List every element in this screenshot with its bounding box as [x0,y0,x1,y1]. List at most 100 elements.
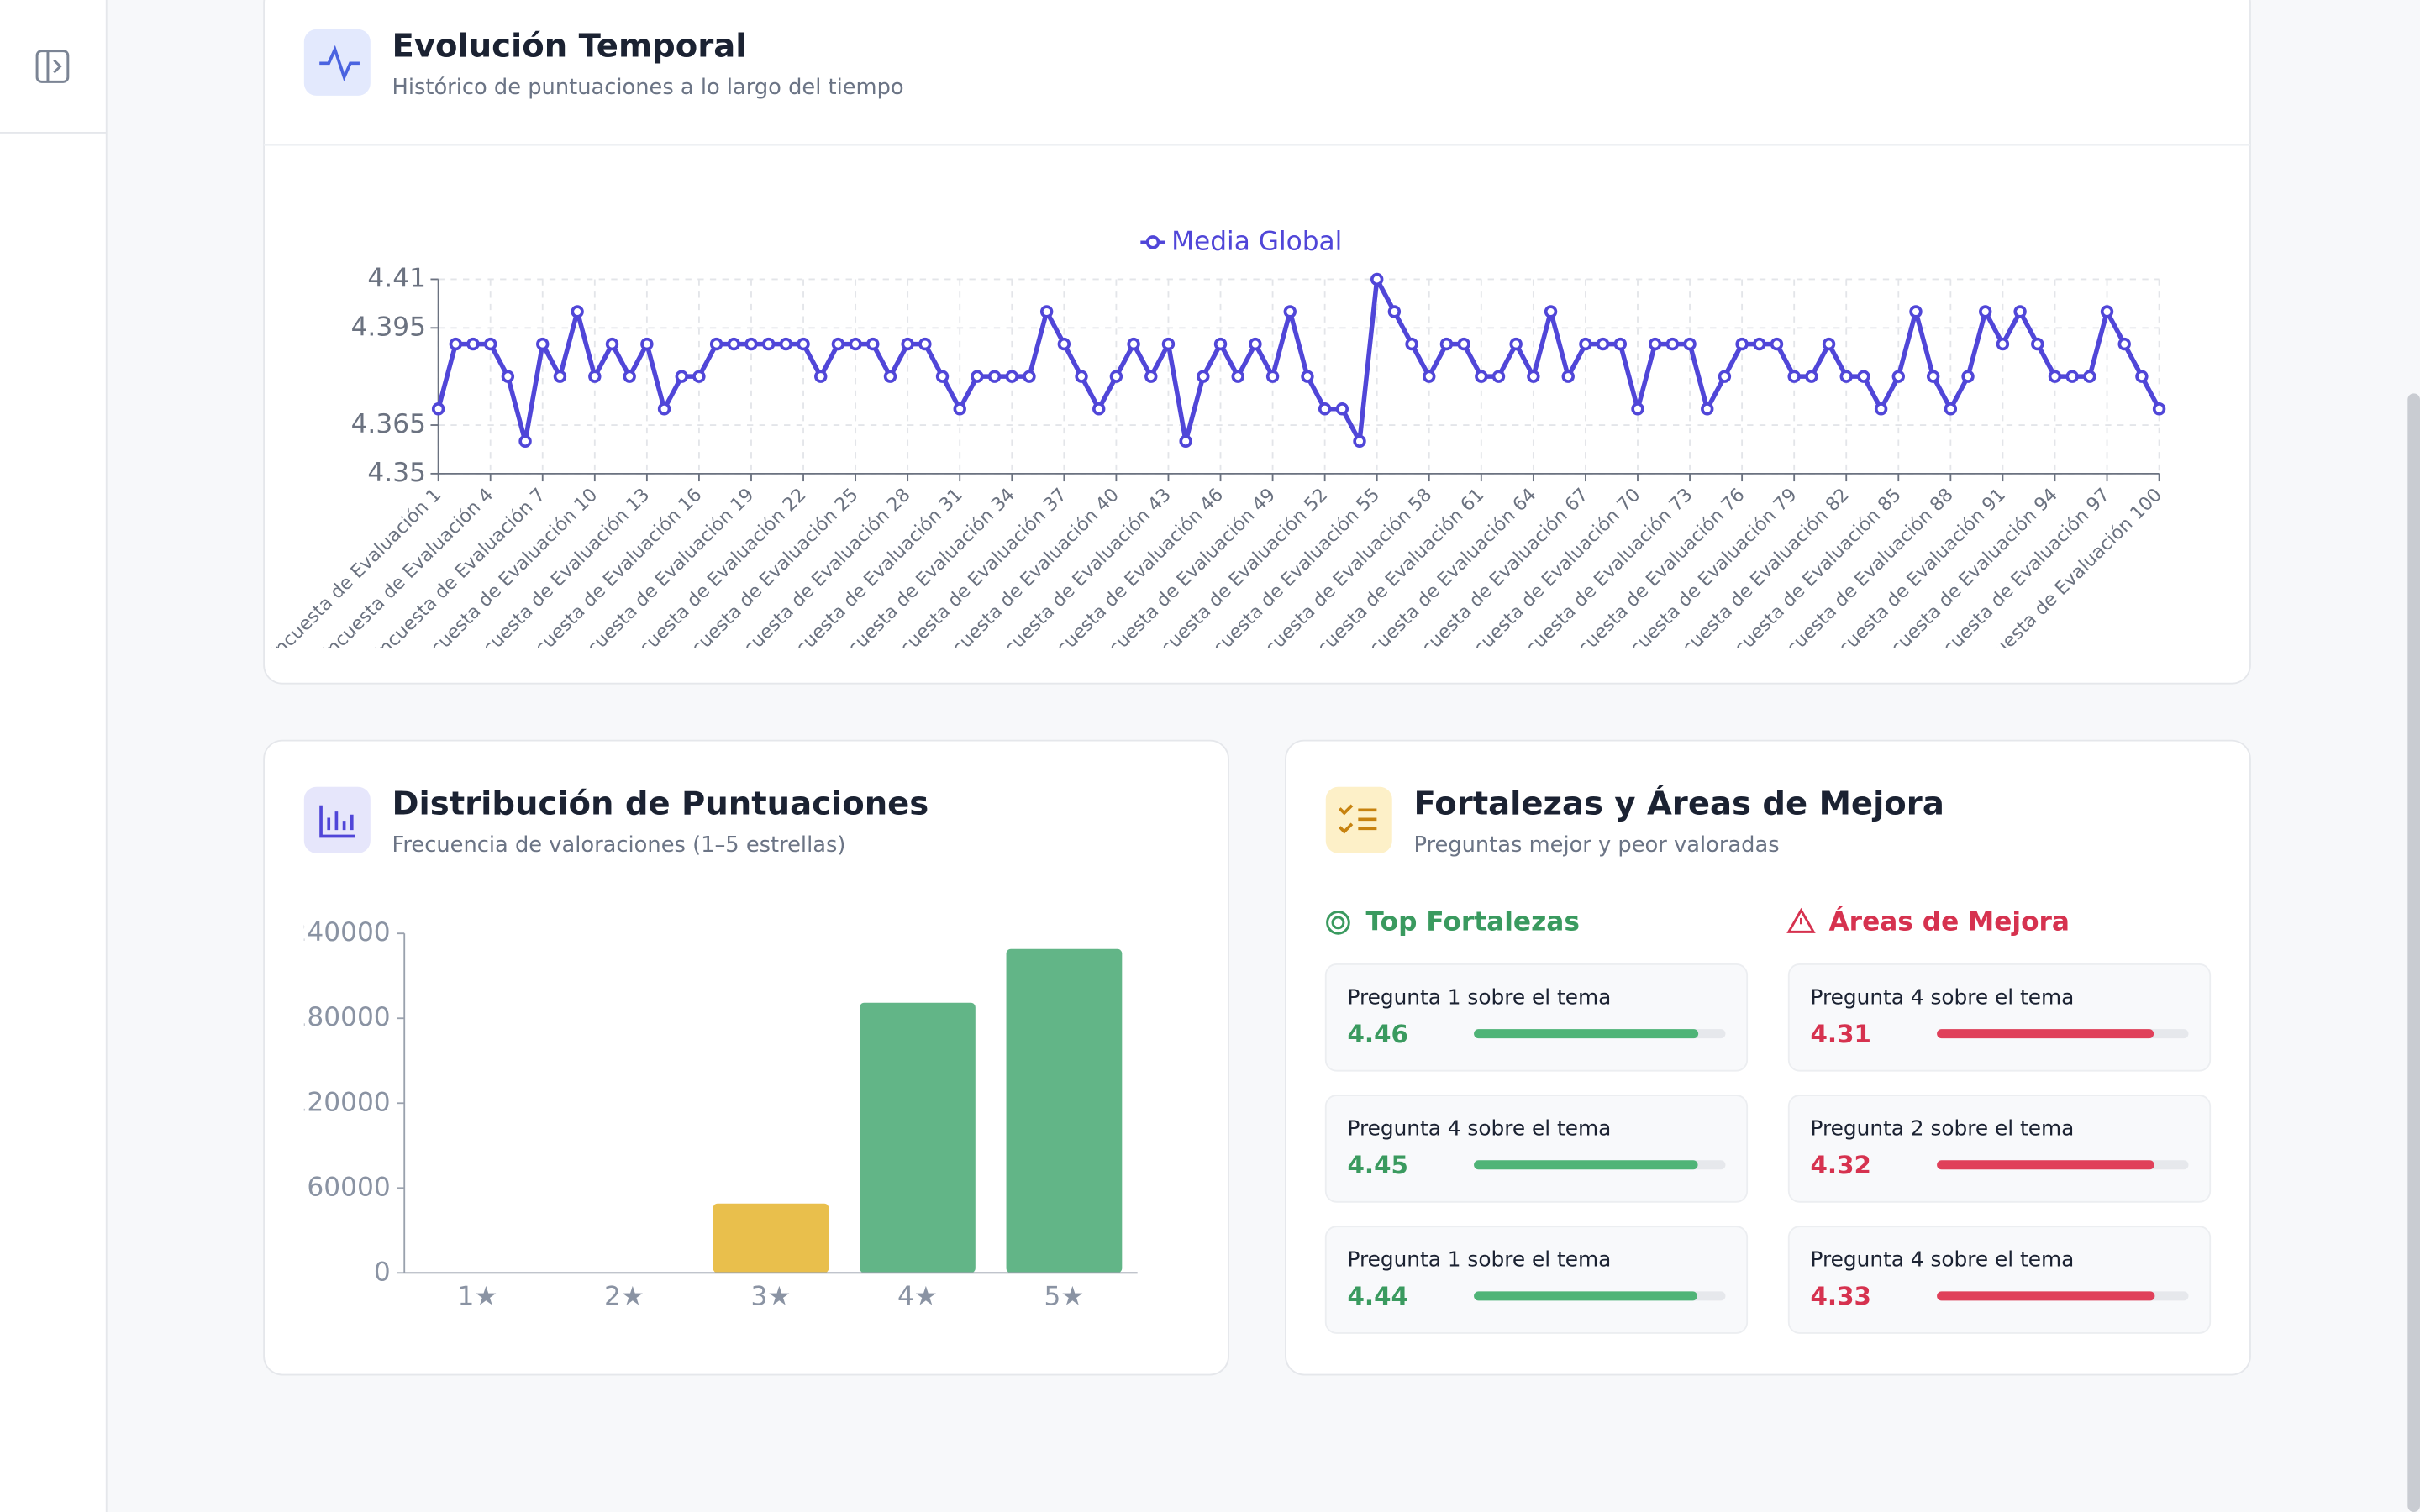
point [1179,434,1192,449]
item-value: 4.31 [1810,1020,1870,1048]
point [953,402,966,416]
point [1753,337,1766,351]
point [1665,337,1680,351]
point [1475,370,1488,383]
y-tick-label: 4.365 [351,409,426,439]
sidebar-toggle[interactable] [35,50,70,83]
bar [860,1002,976,1273]
point [1491,370,1506,383]
bar [1006,948,1123,1273]
point [2100,305,2114,318]
bar [1937,1291,2155,1301]
point [675,370,688,383]
x-tick-label: 4★ [897,1282,938,1312]
card-title: Distribución de Puntuaciones [392,785,929,822]
point [1613,337,1628,351]
sidebar [0,0,107,1512]
point [657,402,671,416]
point [1283,305,1297,318]
point [1891,370,1906,383]
point [2031,337,2044,351]
bar [1474,1160,1698,1170]
point [1996,337,2010,351]
point [935,370,950,383]
point [1596,337,1610,351]
point [866,337,880,351]
bar [1474,1291,1697,1301]
point [1439,337,1454,351]
point [449,337,463,351]
y-tick-label: 4.35 [367,458,426,488]
bar [713,1203,829,1273]
point [431,402,445,416]
point [1057,337,1071,351]
point [1805,370,1818,383]
point [640,337,654,351]
scrollbar[interactable] [2407,393,2420,1512]
point [1701,402,1714,416]
point [518,434,532,449]
item-label: Pregunta 4 sobre el tema [1347,1116,1611,1140]
item-label: Pregunta 4 sobre el tema [1810,984,2074,1009]
point [761,337,776,351]
point [987,370,1002,383]
point [709,337,723,351]
point [2118,337,2131,351]
point [1527,370,1540,383]
point [483,337,497,351]
point [1353,434,1366,449]
item-label: Pregunta 2 sobre el tema [1810,1116,2074,1140]
point [1023,370,1036,383]
point [571,305,584,318]
point [1249,337,1262,351]
item-label: Pregunta 1 sobre el tema [1347,984,1611,1009]
point [588,370,602,383]
y-tick-label: 4.41 [367,263,426,293]
section-title: Áreas de Mejora [1829,905,2070,937]
point [1718,370,1732,383]
item-box [1324,1095,1749,1203]
target-icon [1326,911,1350,935]
x-tick-label: 5★ [1044,1282,1084,1312]
legend-label: Media Global [1171,226,1342,256]
point [1301,370,1314,383]
point [1075,370,1088,383]
icon-box [303,29,371,96]
point [553,370,567,383]
point [1457,337,1470,351]
x-tick-label: 3★ [751,1282,792,1312]
series-line [435,276,2162,444]
point [692,370,706,383]
point [1197,370,1210,383]
point [1648,337,1662,351]
y-tick-label: 180000 [291,1002,391,1032]
bar [1937,1029,2154,1039]
point [1370,272,1384,286]
card-subtitle: Histórico de puntuaciones a lo largo del… [392,75,904,100]
point [1231,370,1244,383]
item-label: Pregunta 1 sobre el tema [1347,1247,1611,1272]
point [1544,305,1558,318]
point [2048,370,2062,383]
bar [1937,1160,2154,1170]
point [501,370,515,383]
point [1387,305,1402,318]
y-tick-label: 120000 [291,1087,391,1117]
point [623,370,636,383]
point [1787,370,1801,383]
point [744,337,758,351]
point [2083,370,2096,383]
point [1423,370,1436,383]
y-tick-label: 4.395 [351,312,426,342]
point [779,337,793,351]
card-title: Evolución Temporal [392,27,747,65]
point [1335,402,1349,416]
icon [319,45,360,81]
point [1405,337,1418,351]
point [1839,370,1853,383]
point [849,337,862,351]
point [1909,305,1923,318]
item-value: 4.44 [1347,1282,1407,1310]
point [2152,402,2166,416]
